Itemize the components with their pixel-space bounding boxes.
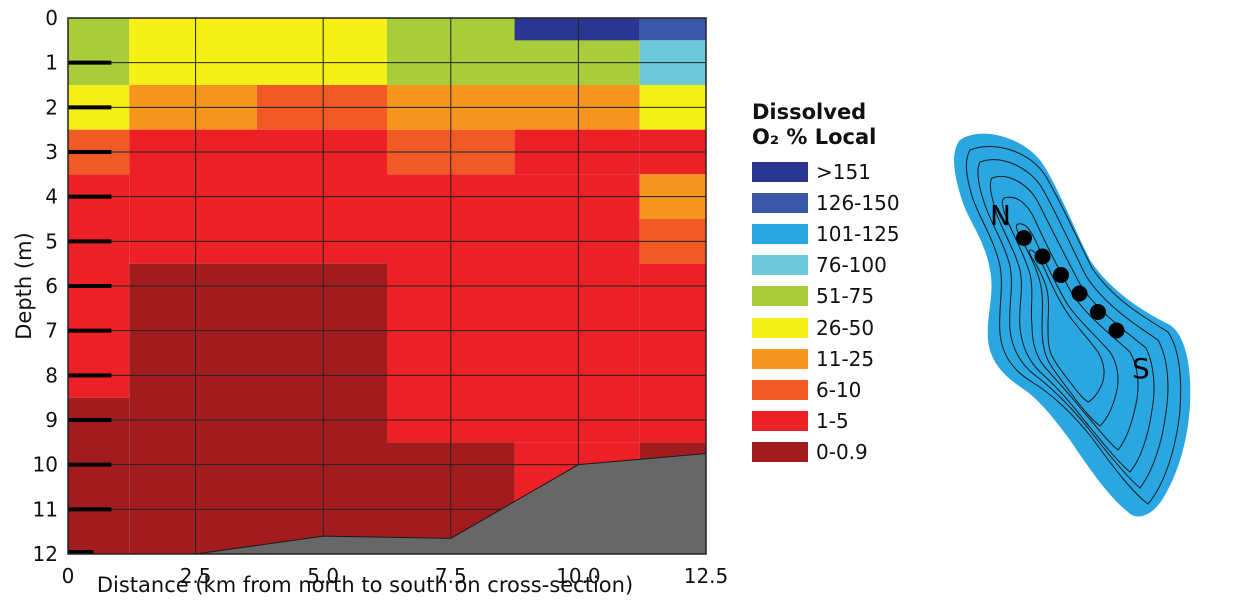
lake-map: N S xyxy=(954,133,1191,517)
x-tick-label: 7.5 xyxy=(435,564,467,588)
sampling-stations xyxy=(1016,230,1125,339)
legend-label: 6-10 xyxy=(816,377,862,402)
x-tick-label: 0 xyxy=(62,564,75,588)
legend-label: 101-125 xyxy=(816,221,900,246)
heatmap-cell xyxy=(639,18,706,41)
legend-label: 26-50 xyxy=(816,315,875,340)
y-tick-label: 4 xyxy=(45,185,58,209)
y-tick-label: 7 xyxy=(45,319,58,343)
sampling-station-dot xyxy=(1090,304,1106,320)
x-tick-label: 5.0 xyxy=(307,564,339,588)
y-axis-title: Depth (m) xyxy=(12,232,36,339)
x-tick-label: 2.5 xyxy=(180,564,212,588)
legend-label: 11-25 xyxy=(816,346,875,371)
legend-item: 126-150 xyxy=(752,187,922,218)
y-tick-label: 12 xyxy=(33,542,58,566)
legend-swatch xyxy=(752,192,808,213)
sampling-station-dot xyxy=(1016,230,1032,246)
legend-label: 51-75 xyxy=(816,284,875,309)
sampling-station-dot xyxy=(1053,267,1069,283)
lake-outline-shape xyxy=(954,133,1191,517)
legend-item: 0-0.9 xyxy=(752,437,922,468)
y-tick-label: 11 xyxy=(33,497,58,521)
legend-swatch xyxy=(752,223,808,244)
legend-item: 51-75 xyxy=(752,281,922,312)
legend-item: 11-25 xyxy=(752,343,922,374)
legend-item: >151 xyxy=(752,156,922,187)
sampling-station-dot xyxy=(1108,322,1125,339)
y-tick-label: 9 xyxy=(45,408,58,432)
y-tick-label: 10 xyxy=(33,453,58,477)
legend-item: 6-10 xyxy=(752,374,922,405)
legend-item: 26-50 xyxy=(752,312,922,343)
legend-swatch xyxy=(752,411,808,432)
north-label: N xyxy=(990,199,1011,232)
legend-swatch xyxy=(752,161,808,182)
legend-swatch xyxy=(752,255,808,276)
sampling-station-dot xyxy=(1071,285,1088,302)
legend-label: 0-0.9 xyxy=(816,440,868,465)
heatmap-cell xyxy=(68,397,130,554)
legend-item: 76-100 xyxy=(752,250,922,281)
x-tick-labels: 0 2.5 5.0 7.5 10.0 12.5 xyxy=(62,564,729,588)
legend-label: 76-100 xyxy=(816,253,887,278)
legend-title-line-2: O₂ % Local xyxy=(752,125,877,149)
y-tick-label: 6 xyxy=(45,274,58,298)
y-tick-label: 1 xyxy=(45,51,58,75)
heatmap-cell xyxy=(68,18,130,85)
legend-item: 101-125 xyxy=(752,218,922,249)
heatmap-cell xyxy=(514,18,640,41)
x-tick-label: 12.5 xyxy=(684,564,729,588)
legend-label: 126-150 xyxy=(816,190,900,215)
legend-swatch xyxy=(752,317,808,338)
legend-items: >151 126-150 101-125 76-100 51-75 26-50 11-25 6… xyxy=(752,156,922,468)
x-tick-label: 10.0 xyxy=(556,564,601,588)
heatmap-cell xyxy=(639,263,706,443)
y-tick-label: 3 xyxy=(45,140,58,164)
legend-label: >151 xyxy=(816,159,871,184)
heatmap-cell xyxy=(129,263,388,554)
heatmap-cell xyxy=(129,18,388,85)
legend-item: 1-5 xyxy=(752,406,922,437)
south-label: S xyxy=(1132,352,1150,385)
legend-swatch xyxy=(752,286,808,307)
legend-swatch xyxy=(752,348,808,369)
legend: Dissolved O₂ % Local >151 126-150 101-125 7… xyxy=(752,100,922,468)
legend-swatch xyxy=(752,442,808,463)
legend-title-line-1: Dissolved xyxy=(752,100,867,124)
y-tick-label: 2 xyxy=(45,95,58,119)
legend-label: 1-5 xyxy=(816,409,849,434)
plot-frame xyxy=(67,17,707,555)
heatmap-cell xyxy=(387,174,640,443)
y-tick-label: 5 xyxy=(45,229,58,253)
sampling-station-dot xyxy=(1034,248,1051,265)
y-tick-label: 0 xyxy=(45,6,58,30)
sample-depth-marks xyxy=(68,60,112,554)
legend-swatch xyxy=(752,379,808,400)
x-axis-title: Distance (km from north to south on cros… xyxy=(97,573,633,597)
y-tick-label: 8 xyxy=(45,363,58,387)
